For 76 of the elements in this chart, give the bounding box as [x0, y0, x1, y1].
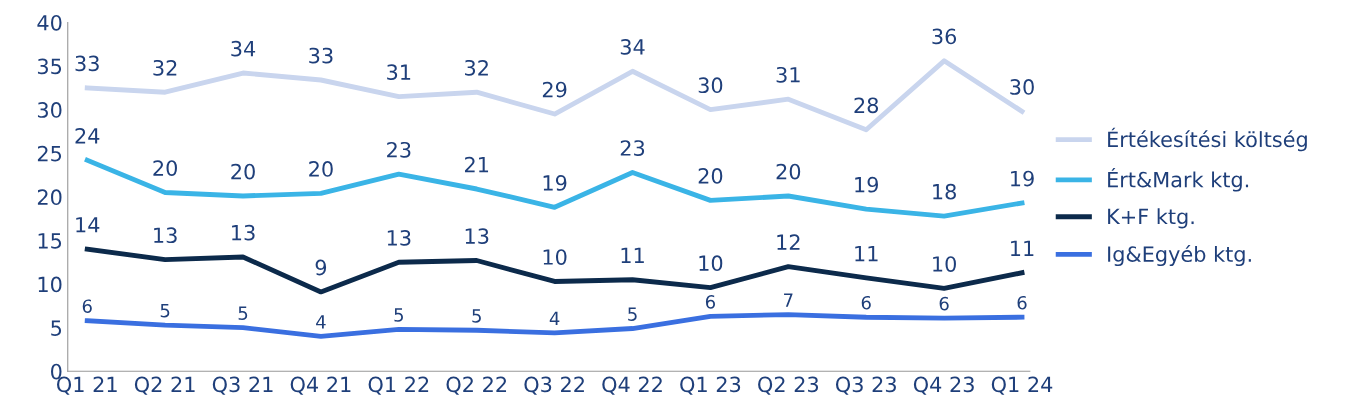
data-label: 36 [932, 28, 957, 45]
legend-label: Értékesítési költség [1108, 127, 1307, 152]
data-label: 11 [621, 247, 644, 263]
x-tick-label: Q3 22 [524, 376, 584, 395]
data-label: 20 [776, 163, 801, 180]
x-tick-label: Q2 22 [446, 376, 507, 395]
x-tick-label: Q3 23 [835, 376, 896, 395]
data-label: 11 [855, 245, 878, 262]
data-label: 20 [231, 163, 255, 180]
data-label: 4 [316, 315, 326, 329]
data-label: 19 [855, 176, 878, 193]
y-tick-label: 5 [51, 320, 62, 336]
x-tick-label: Q4 23 [913, 376, 974, 395]
data-label: 6 [82, 299, 92, 314]
data-label: 20 [153, 160, 177, 176]
data-label: 12 [777, 234, 800, 250]
data-label: 6 [705, 295, 716, 309]
data-label: 6 [939, 296, 949, 311]
data-label: 13 [465, 228, 489, 244]
legend-label: K+F ktg. [1108, 208, 1194, 229]
x-tick-label: Q1 22 [368, 376, 429, 395]
data-label: 6 [861, 295, 871, 310]
legend-label: Ért&Mark ktg. [1108, 167, 1249, 192]
y-tick-label: 20 [37, 189, 62, 206]
data-label: 5 [238, 306, 248, 321]
data-label: 24 [75, 127, 100, 144]
x-tick-label: Q4 22 [602, 376, 662, 395]
data-label: 18 [933, 183, 956, 200]
data-label: 19 [1011, 170, 1034, 187]
data-label: 33 [75, 55, 99, 72]
y-tick-label: 30 [37, 102, 62, 118]
y-tick-label: 40 [37, 14, 62, 31]
data-label: 31 [387, 64, 411, 81]
data-label: 13 [387, 229, 411, 246]
data-label: 6 [1017, 295, 1027, 310]
data-label: 31 [776, 66, 800, 83]
data-label: 34 [231, 40, 256, 57]
data-label: 20 [698, 168, 723, 184]
x-tick-label: Q2 23 [758, 376, 819, 395]
x-tick-label: Q3 21 [212, 376, 273, 395]
x-tick-label: Q1 24 [991, 376, 1053, 395]
data-label: 30 [1010, 79, 1034, 95]
data-label: 14 [76, 217, 100, 233]
data-label: 19 [543, 175, 567, 191]
data-label: 21 [464, 156, 489, 173]
data-label: 30 [698, 77, 723, 94]
data-label: 29 [542, 81, 567, 98]
legend-label: Ig&Egyéb ktg. [1108, 245, 1251, 267]
y-tick-label: 15 [38, 233, 62, 249]
data-label: 20 [309, 161, 333, 177]
data-label: 5 [160, 303, 170, 318]
data-label: 34 [620, 38, 645, 55]
data-label: 11 [1011, 240, 1034, 256]
data-label: 13 [154, 227, 177, 244]
x-tick-label: Q4 21 [290, 376, 351, 395]
y-tick-label: 10 [38, 276, 62, 293]
data-label: 33 [309, 47, 333, 64]
y-tick-label: 35 [37, 58, 62, 75]
data-label: 32 [153, 59, 177, 76]
data-label: 23 [620, 140, 645, 156]
data-label: 5 [394, 308, 403, 322]
x-tick-label: Q1 23 [680, 376, 741, 395]
y-tick-label: 25 [37, 145, 62, 162]
data-label: 23 [387, 141, 411, 158]
data-label: 5 [472, 309, 481, 323]
data-label: 7 [784, 293, 793, 307]
data-label: 10 [543, 249, 567, 265]
data-label: 9 [315, 259, 327, 276]
data-label: 10 [699, 255, 723, 272]
data-label: 10 [933, 256, 956, 272]
x-tick-label: Q2 21 [134, 376, 195, 395]
data-label: 28 [854, 97, 879, 114]
data-label: 32 [465, 59, 488, 76]
data-label: 13 [232, 224, 255, 241]
data-label: 5 [628, 307, 637, 321]
data-label: 4 [549, 311, 560, 325]
